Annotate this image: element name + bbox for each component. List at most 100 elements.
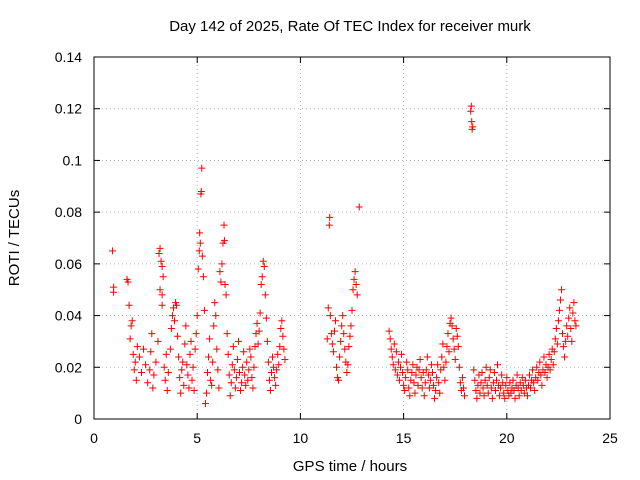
data-point [554,317,562,325]
data-point [124,278,132,286]
data-point [451,356,459,364]
data-point [147,348,155,356]
data-point [110,288,118,296]
data-point [329,348,337,356]
data-point [398,350,406,358]
data-point [470,366,478,374]
data-point [409,361,417,369]
data-point [266,387,274,395]
data-point [239,363,247,371]
data-point [386,335,394,343]
data-point [193,312,201,320]
data-point [458,374,466,382]
data-point [216,268,224,276]
data-point [492,376,500,384]
data-point [341,345,349,353]
data-point [480,392,488,400]
data-point [433,374,441,382]
data-point [158,301,166,309]
data-point [338,322,346,330]
data-point [502,381,510,389]
data-point [187,337,195,345]
data-point [471,376,479,384]
data-point [561,353,569,361]
x-tick-label: 0 [90,430,98,446]
data-point [501,394,509,402]
data-point [276,343,284,351]
data-point [491,387,499,395]
data-point [515,392,523,400]
data-point [232,374,240,382]
data-point [423,353,431,361]
data-point [411,389,419,397]
data-point [130,366,138,374]
data-point [488,394,496,402]
data-point [536,358,544,366]
x-tick-label: 5 [193,430,201,446]
data-point [509,376,517,384]
data-point [137,368,145,376]
data-point [211,299,219,307]
x-tick-label: 25 [602,430,618,446]
data-point [533,363,541,371]
data-point [234,337,242,345]
data-points [109,102,580,407]
data-point [248,374,256,382]
data-point [152,358,160,366]
data-point [350,275,358,283]
data-point [178,366,186,374]
data-point [410,379,418,387]
data-point [183,361,191,369]
data-point [326,213,334,221]
data-point [418,384,426,392]
data-point [225,371,233,379]
data-point [273,366,281,374]
data-point [126,335,134,343]
data-point [448,322,456,330]
data-point [210,322,218,330]
data-point [550,348,558,356]
data-point [180,381,188,389]
data-point [269,353,277,361]
data-point [161,376,169,384]
data-point [206,335,214,343]
data-point [324,304,332,312]
data-point [280,345,288,353]
data-point [527,384,535,392]
data-point [202,389,210,397]
data-point [263,337,271,345]
data-point [572,322,580,330]
data-point [241,371,249,379]
data-point [478,368,486,376]
data-point [460,392,468,400]
data-point [275,361,283,369]
y-tick-label: 0.02 [55,359,82,375]
data-point [142,361,150,369]
data-point [205,353,213,361]
data-point [208,381,216,389]
data-point [140,345,148,353]
y-tick-label: 0.08 [55,204,82,220]
data-point [560,343,568,351]
data-point [173,301,181,309]
data-point [534,376,542,384]
data-point [416,356,424,364]
data-point [204,368,212,376]
data-point [325,221,333,229]
data-point [259,257,267,265]
data-point [244,376,252,384]
data-point [256,309,264,317]
y-tick-label: 0.1 [63,152,83,168]
data-point [229,343,237,351]
data-point [455,363,463,371]
data-point [439,340,447,348]
data-point [243,358,251,366]
data-point [438,353,446,361]
data-point [422,366,430,374]
data-point [526,371,534,379]
y-tick-label: 0 [74,411,82,427]
data-point [179,358,187,366]
data-point [272,381,280,389]
data-point [265,376,273,384]
data-point [353,291,361,299]
